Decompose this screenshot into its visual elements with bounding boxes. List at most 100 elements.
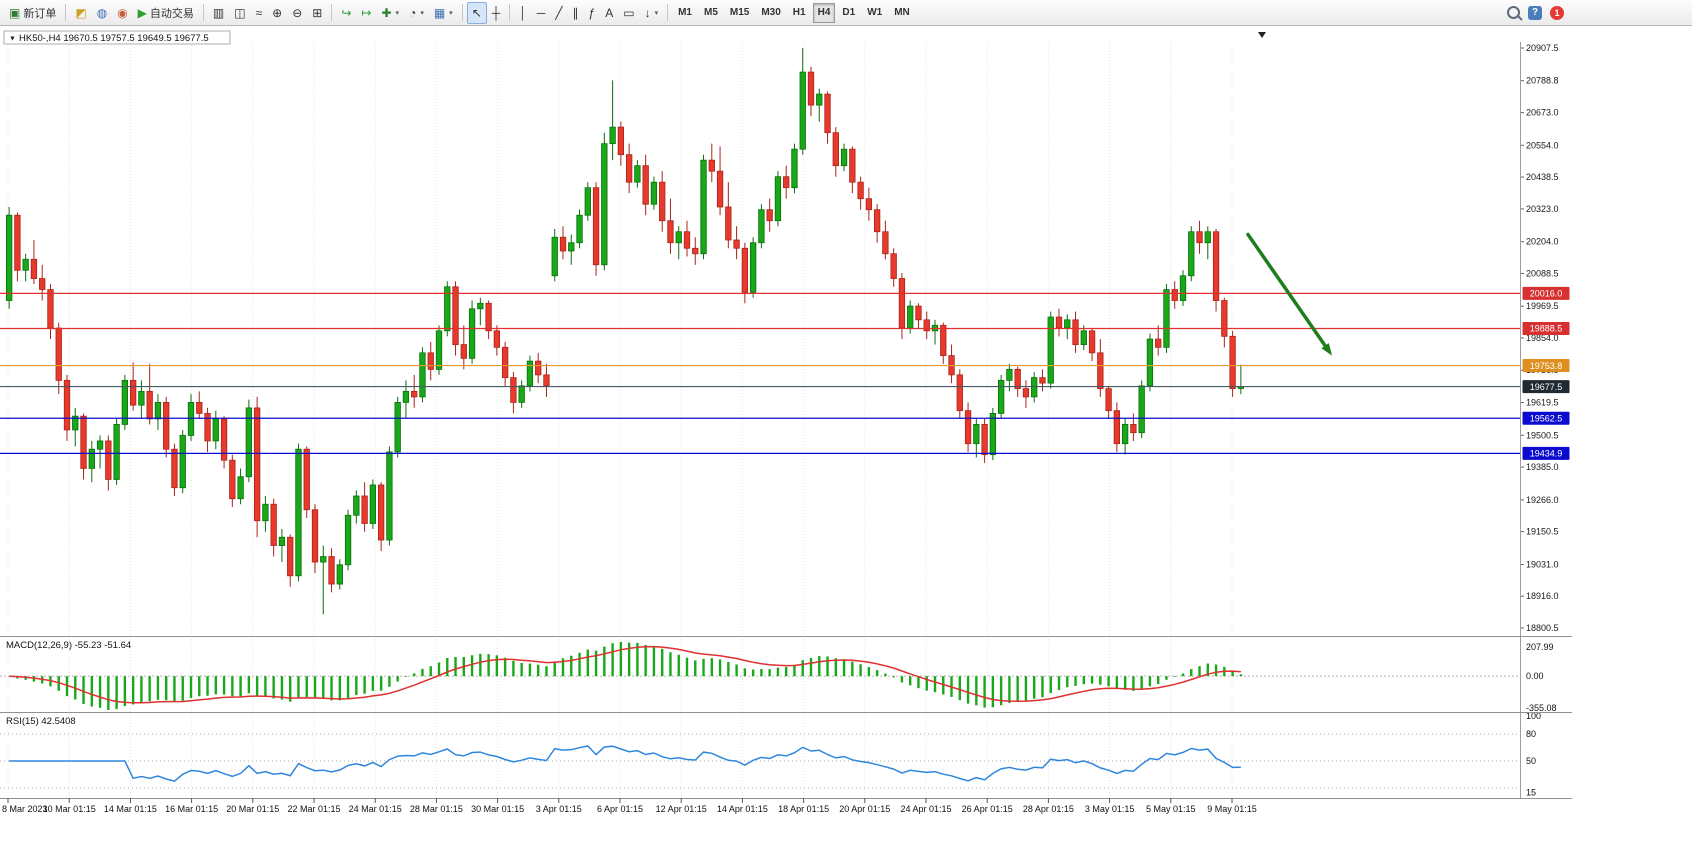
cursor-button[interactable]: ↖ bbox=[466, 1, 487, 24]
toolbar-group: │ ─ ╱ ∥ ƒ A ▭ ↓ ▾ bbox=[514, 2, 663, 24]
fibonacci-button[interactable]: ƒ bbox=[584, 2, 601, 24]
autotrade-button[interactable]: ▶ 自动交易 bbox=[133, 2, 199, 24]
chart-shift-icon-glyph: ↦ bbox=[361, 5, 372, 20]
timeframe-m1[interactable]: M1 bbox=[678, 7, 692, 18]
crosshair-glyph: ┼ bbox=[491, 5, 501, 20]
tile-windows-icon-glyph: ⊞ bbox=[312, 5, 323, 20]
svg-text:18916.0: 18916.0 bbox=[1526, 591, 1559, 601]
zoom-out-icon[interactable]: ⊖ bbox=[287, 2, 307, 24]
arrows-glyph: ↓ bbox=[644, 5, 651, 20]
main-toolbar: ▣ 新订单 ◩ ◍ ◉ ▶ 自动交易 ▥ ◫ ≈ ⊕ ⊖ ⊞ ↪ ↦ ✚ ▾ ◔ ▾ ▦ ▾ ↖ ┼ │ ─ ╱ ∥ ƒ A ▭ ↓ ▾ M1 M… bbox=[0, 0, 1692, 26]
toolbar-separator bbox=[202, 4, 204, 21]
toolbar-group: ↪ ↦ ✚ ▾ ◔ ▾ ▦ ▾ bbox=[336, 2, 457, 24]
arrows-button[interactable]: ↓ ▾ bbox=[640, 2, 664, 24]
text-glyph: A bbox=[605, 5, 614, 20]
equidistant-channel-button[interactable]: ∥ bbox=[568, 2, 584, 24]
svg-text:24 Apr 01:15: 24 Apr 01:15 bbox=[900, 804, 951, 814]
zoom-in-icon[interactable]: ⊕ bbox=[267, 2, 287, 24]
svg-text:9 May 01:15: 9 May 01:15 bbox=[1207, 804, 1257, 814]
crosshair-button[interactable]: ┼ bbox=[487, 2, 506, 24]
timeframe-group: M1 M5 M15 M30 H1 H4 D1 W1 MN bbox=[672, 2, 916, 23]
candlestick-chart-icon[interactable]: ◫ bbox=[229, 2, 250, 24]
notification-badge[interactable]: 1 bbox=[1550, 5, 1564, 20]
macd-label: MACD(12,26,9) -55.23 -51.64 bbox=[6, 640, 131, 651]
mql5-community-icon-glyph: ◉ bbox=[117, 5, 128, 20]
new-order-glyph: ▣ bbox=[9, 5, 21, 20]
trendline-button[interactable]: ╱ bbox=[550, 2, 567, 24]
toolbar-separator bbox=[461, 4, 463, 21]
toolbar-items: ▣ 新订单 ◩ ◍ ◉ ▶ 自动交易 ▥ ◫ ≈ ⊕ ⊖ ⊞ ↪ ↦ ✚ ▾ ◔ ▾ ▦ ▾ ↖ ┼ │ ─ ╱ ∥ ƒ A ▭ ↓ ▾ M1 M… bbox=[0, 0, 1572, 25]
svg-text:19969.5: 19969.5 bbox=[1526, 301, 1559, 311]
svg-text:14 Mar 01:15: 14 Mar 01:15 bbox=[104, 804, 157, 814]
toolbar-separator bbox=[331, 4, 333, 21]
new-chart-button[interactable]: ✚ ▾ bbox=[376, 2, 404, 24]
price-axis: 20907.5 20788.8 20673.0 20554.0 20438.5 20323… bbox=[1520, 43, 1559, 798]
toolbar-right: ? 1 bbox=[1507, 5, 1568, 20]
timeframe-w1[interactable]: W1 bbox=[867, 7, 883, 18]
vertical-line-button[interactable]: │ bbox=[514, 2, 532, 24]
svg-text:19150.5: 19150.5 bbox=[1526, 527, 1559, 537]
bar-chart-icon[interactable]: ▥ bbox=[208, 2, 229, 24]
svg-text:3 Apr 01:15: 3 Apr 01:15 bbox=[536, 804, 582, 814]
svg-text:20673.0: 20673.0 bbox=[1526, 108, 1559, 118]
timeframe-d1[interactable]: D1 bbox=[842, 7, 856, 18]
new-order-button[interactable]: ▣ 新订单 bbox=[4, 2, 61, 24]
svg-text:19753.8: 19753.8 bbox=[1530, 361, 1563, 371]
line-chart-icon[interactable]: ≈ bbox=[251, 2, 268, 24]
horizontal-line-glyph: ─ bbox=[536, 5, 546, 20]
templates-button[interactable]: ▦ ▾ bbox=[429, 2, 458, 24]
timeframe-m30[interactable]: M30 bbox=[761, 7, 781, 18]
svg-text:20438.5: 20438.5 bbox=[1526, 172, 1559, 182]
price-chart[interactable]: 20907.5 20788.8 20673.0 20554.0 20438.5 20323… bbox=[0, 26, 1572, 857]
svg-text:3 May 01:15: 3 May 01:15 bbox=[1085, 804, 1135, 814]
svg-text:19434.9: 19434.9 bbox=[1530, 449, 1563, 459]
svg-text:20 Apr 01:15: 20 Apr 01:15 bbox=[839, 804, 890, 814]
svg-text:19266.0: 19266.0 bbox=[1526, 495, 1559, 505]
chart-screenshot-icon[interactable]: ◩ bbox=[70, 2, 91, 24]
text-label-glyph: ▭ bbox=[623, 5, 635, 20]
svg-text:100: 100 bbox=[1526, 711, 1541, 721]
caret-down-icon: ▾ bbox=[654, 9, 659, 17]
tile-windows-icon[interactable]: ⊞ bbox=[307, 2, 327, 24]
cursor-glyph: ↖ bbox=[471, 5, 482, 20]
timeframe-h4[interactable]: H4 bbox=[812, 2, 836, 23]
fibonacci-glyph: ƒ bbox=[588, 5, 596, 20]
toolbar-group: ↖ ┼ bbox=[466, 1, 506, 24]
equidistant-channel-glyph: ∥ bbox=[572, 5, 579, 20]
depth-of-market-icon[interactable]: ◍ bbox=[92, 2, 112, 24]
timeframe-mn[interactable]: MN bbox=[894, 7, 910, 18]
svg-text:-355.08: -355.08 bbox=[1526, 703, 1557, 713]
caret-down-icon: ▾ bbox=[395, 9, 400, 17]
trend-arrow[interactable] bbox=[1246, 232, 1332, 356]
svg-text:HK50-,H4 19670.5 19757.5 1964: HK50-,H4 19670.5 19757.5 19649.5 19677.5 bbox=[19, 33, 209, 44]
svg-text:20554.0: 20554.0 bbox=[1526, 140, 1559, 150]
search-icon[interactable] bbox=[1507, 6, 1520, 19]
svg-text:18 Apr 01:15: 18 Apr 01:15 bbox=[778, 804, 829, 814]
svg-text:15: 15 bbox=[1526, 788, 1536, 798]
svg-text:5 May 01:15: 5 May 01:15 bbox=[1146, 804, 1196, 814]
timeframe-m15[interactable]: M15 bbox=[729, 7, 750, 18]
svg-text:20204.0: 20204.0 bbox=[1526, 237, 1559, 247]
auto-scroll-icon[interactable]: ↪ bbox=[336, 2, 356, 24]
mql5-community-icon[interactable]: ◉ bbox=[112, 2, 132, 24]
text-button[interactable]: A bbox=[600, 2, 618, 24]
depth-of-market-icon-glyph: ◍ bbox=[96, 5, 108, 20]
horizontal-line-button[interactable]: ─ bbox=[532, 2, 551, 24]
trendline-glyph: ╱ bbox=[555, 5, 563, 20]
rsi-label: RSI(15) 42.5408 bbox=[6, 716, 76, 727]
chart-ohlc-readout[interactable]: ▼ HK50-,H4 19670.5 19757.5 19649.5 19677.… bbox=[3, 30, 231, 45]
periods-button[interactable]: ◔ ▾ bbox=[404, 2, 429, 24]
help-icon[interactable]: ? bbox=[1528, 5, 1542, 20]
timeframe-h1[interactable]: H1 bbox=[792, 7, 806, 18]
rsi-line bbox=[9, 745, 1241, 783]
svg-text:12 Apr 01:15: 12 Apr 01:15 bbox=[656, 804, 707, 814]
timeframe-m5[interactable]: M5 bbox=[703, 7, 718, 18]
chart-shift-icon[interactable]: ↦ bbox=[356, 2, 376, 24]
zoom-out-icon-glyph: ⊖ bbox=[292, 5, 303, 20]
svg-text:10 Mar 01:15: 10 Mar 01:15 bbox=[43, 804, 96, 814]
svg-text:19888.5: 19888.5 bbox=[1530, 324, 1563, 334]
toolbar-group: ▣ 新订单 bbox=[4, 2, 61, 24]
text-label-button[interactable]: ▭ bbox=[618, 2, 639, 24]
svg-text:20016.0: 20016.0 bbox=[1530, 289, 1563, 299]
svg-text:19500.5: 19500.5 bbox=[1526, 430, 1559, 440]
